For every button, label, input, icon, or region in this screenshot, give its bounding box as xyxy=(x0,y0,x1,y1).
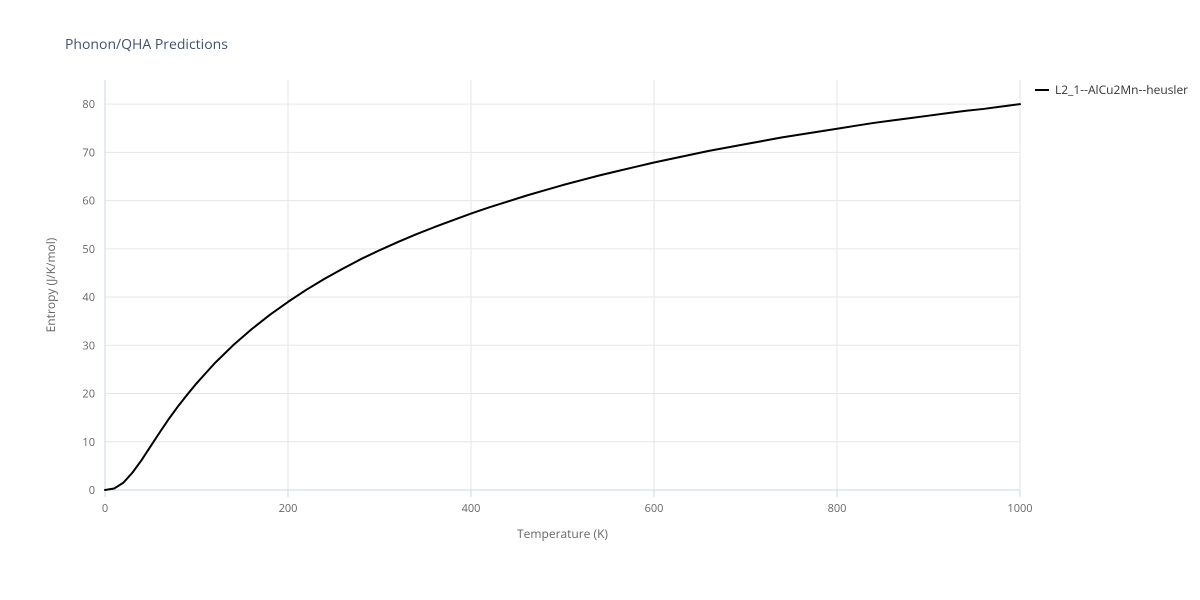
y-tick-label: 60 xyxy=(82,194,95,209)
y-tick-label: 50 xyxy=(82,242,95,257)
y-tick-label: 40 xyxy=(82,290,95,305)
legend-label[interactable]: L2_1--AlCu2Mn--heusler xyxy=(1055,81,1188,98)
x-tick-label: 400 xyxy=(462,501,481,516)
y-axis-label: Entropy (J/K/mol) xyxy=(42,237,59,332)
y-tick-label: 30 xyxy=(82,338,95,353)
x-axis-label: Temperature (K) xyxy=(517,525,608,542)
x-tick-label: 200 xyxy=(279,501,298,516)
chart-title: Phonon/QHA Predictions xyxy=(65,35,228,54)
x-tick-label: 600 xyxy=(645,501,664,516)
y-tick-label: 20 xyxy=(82,387,95,402)
chart-svg: 0 200 400 600 800 1000 0 10 20 30 40 50 60 70 80 Temper… xyxy=(0,0,1200,600)
x-tick-label: 800 xyxy=(828,501,847,516)
chart-container: { "chart": { "type": "line", "title": "P… xyxy=(0,0,1200,600)
y-tick-label: 70 xyxy=(82,145,95,160)
y-tick-label: 10 xyxy=(82,435,95,450)
y-tick-label: 0 xyxy=(89,483,95,498)
x-tick-label: 0 xyxy=(102,501,108,516)
y-tick-label: 80 xyxy=(82,97,95,112)
x-tick-label: 1000 xyxy=(1007,501,1032,516)
